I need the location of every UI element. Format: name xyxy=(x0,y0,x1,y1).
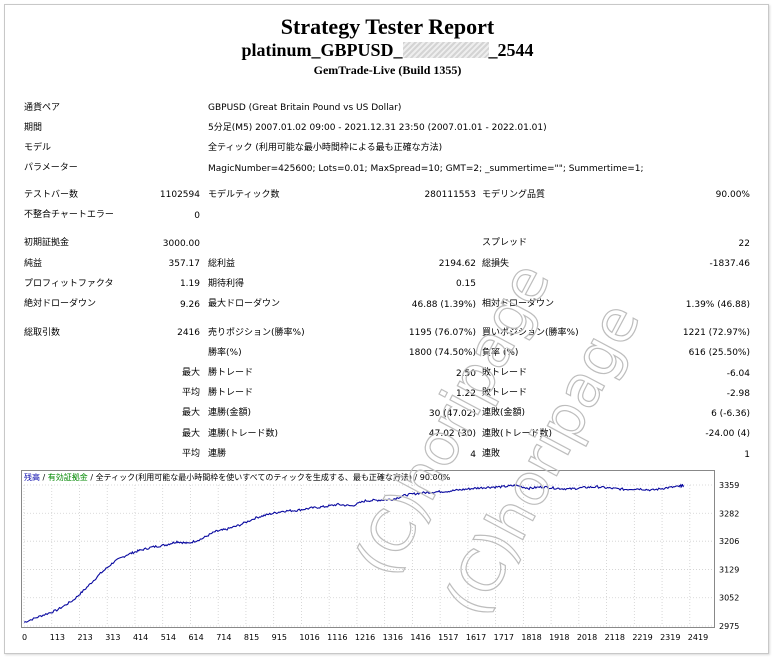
expected-value: 0.15 xyxy=(455,279,476,289)
max-consec-wins-money-label: 連勝(金額) xyxy=(208,408,252,418)
ticks-value: 280111553 xyxy=(424,190,476,200)
server-build: GemTrade-Live (Build 1355) xyxy=(313,63,462,77)
gross-loss-label: 総損失 xyxy=(482,259,510,269)
gross-profit-value: 2194.62 xyxy=(438,259,476,269)
abs-dd-label: 絶対ドローダウン xyxy=(24,299,97,309)
ea-name: platinum_GBPUSD_ _2544 xyxy=(0,40,775,61)
short-value: 1195 (76.07%) xyxy=(408,328,476,338)
max-word-1: 最大 xyxy=(181,368,200,378)
abs-dd-value: 9.26 xyxy=(179,300,200,310)
max-consec-profit-value: 47.02 (30) xyxy=(428,429,476,439)
max-consec-losses-money-label: 連敗(金額) xyxy=(482,408,526,418)
largest-loss-value: -6.04 xyxy=(726,369,750,379)
avg-consec-losses-value: 1 xyxy=(744,450,750,460)
max-dd-value: 46.88 (1.39%) xyxy=(411,300,476,310)
avg-consec-wins-value: 4 xyxy=(470,450,476,460)
avg-win-value: 1.22 xyxy=(455,389,476,399)
win-label: 勝率(%) xyxy=(208,348,242,358)
legend-quality: 90.00% xyxy=(419,473,451,482)
mismatch-value: 0 xyxy=(194,211,200,221)
loss-label: 負率 (%) xyxy=(482,348,519,358)
period-label: 期間 xyxy=(24,123,43,133)
rel-dd-label: 相対ドローダウン xyxy=(482,299,555,309)
params-value: MagicNumber=425600; Lots=0.01; MaxSpread… xyxy=(208,164,644,174)
ea-name-suffix: _2544 xyxy=(488,40,534,60)
chart-legend: 残高 / 有効証拠金 / 全ティック(利用可能な最小時間枠を使いすべてのティック… xyxy=(24,473,451,482)
avg-word-1: 平均 xyxy=(181,388,200,398)
avg-consec-losses-label: 連敗 xyxy=(482,449,501,459)
expected-label: 期待利得 xyxy=(208,279,245,289)
max-consec-profit-label: 連勝(トレード数) xyxy=(208,429,279,439)
net-value: 357.17 xyxy=(168,259,201,269)
max-consec-wins-money-value: 30 (47.02) xyxy=(428,409,476,419)
max-word-3: 最大 xyxy=(181,429,200,439)
legend-tick-model: 全ティック(利用可能な最小時間枠を使いすべてのティックを生成する、最も正確な方法… xyxy=(95,473,412,482)
avg-word-2: 平均 xyxy=(181,449,200,459)
model-label: モデル xyxy=(24,143,52,153)
avg-win-label: 勝トレード xyxy=(208,388,254,398)
report-title: Strategy Tester Report xyxy=(280,14,495,39)
loss-value: 616 (25.50%) xyxy=(688,348,750,358)
spread-label: スプレッド xyxy=(482,238,528,248)
rel-dd-value: 1.39% (46.88) xyxy=(685,300,750,310)
max-consec-loss-label: 連敗(トレード数) xyxy=(482,429,553,439)
model-value: 全ティック (利用可能な最小時間枠による最も正確な方法) xyxy=(208,143,443,153)
total-trades-label: 総取引数 xyxy=(24,328,61,338)
gross-loss-value: -1837.46 xyxy=(709,259,750,269)
symbol-value: GBPUSD (Great Britain Pound vs US Dollar… xyxy=(208,103,402,113)
mismatch-label: 不整合チャートエラー xyxy=(24,210,114,220)
largest-loss-label: 敗トレード xyxy=(482,368,528,378)
ticks-label: モデルティック数 xyxy=(208,190,280,200)
pf-label: プロフィットファクタ xyxy=(24,279,114,289)
spread-value: 22 xyxy=(738,239,750,249)
legend-balance: 残高 xyxy=(24,473,40,482)
long-label: 買いポジション(勝率%) xyxy=(482,328,579,338)
quality-value: 90.00% xyxy=(715,190,750,200)
avg-loss-label: 敗トレード xyxy=(482,388,528,398)
avg-consec-wins-label: 連勝 xyxy=(208,449,227,459)
bars-value: 1102594 xyxy=(159,190,200,200)
avg-loss-value: -2.98 xyxy=(726,389,750,399)
max-consec-loss-value: -24.00 (4) xyxy=(705,429,750,439)
ea-name-prefix: platinum_GBPUSD_ xyxy=(241,40,403,60)
max-dd-label: 最大ドローダウン xyxy=(208,299,281,309)
params-label: パラメーター xyxy=(24,163,78,173)
largest-win-value: 2.50 xyxy=(455,369,476,379)
gross-profit-label: 総利益 xyxy=(208,259,236,269)
deposit-label: 初期証拠金 xyxy=(24,238,70,248)
short-label: 売りポジション(勝率%) xyxy=(208,328,305,338)
max-consec-losses-money-value: 6 (-6.36) xyxy=(711,409,750,419)
pf-value: 1.19 xyxy=(179,279,200,289)
net-label: 純益 xyxy=(24,259,43,269)
win-value: 1800 (74.50%) xyxy=(408,348,476,358)
largest-win-label: 勝トレード xyxy=(208,368,254,378)
long-value: 1221 (72.97%) xyxy=(682,328,750,338)
balance-chart xyxy=(21,470,715,628)
max-word-2: 最大 xyxy=(181,408,200,418)
total-trades-value: 2416 xyxy=(177,328,200,338)
symbol-label: 通貨ペア xyxy=(24,103,61,113)
period-value: 5分足(M5) 2007.01.02 09:00 - 2021.12.31 23… xyxy=(208,123,547,133)
redacted-block xyxy=(402,42,489,58)
quality-label: モデリング品質 xyxy=(482,190,546,200)
legend-equity: 有効証拠金 xyxy=(47,473,88,482)
bars-label: テストバー数 xyxy=(24,190,79,200)
report-frame xyxy=(4,4,769,654)
deposit-value: 3000.00 xyxy=(162,239,200,249)
